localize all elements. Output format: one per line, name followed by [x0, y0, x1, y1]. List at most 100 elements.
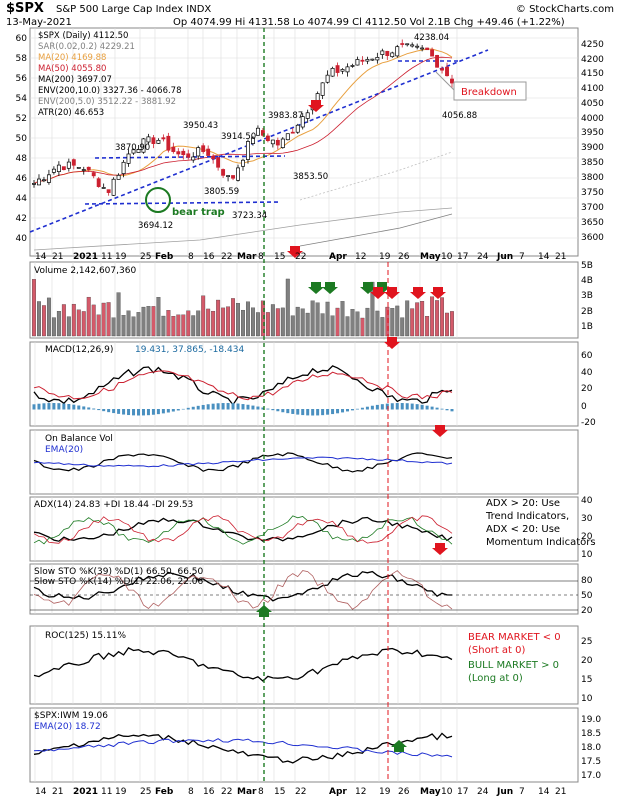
- env5-upper-line: [299, 151, 453, 201]
- rel-ema-label: EMA(20) 18.72: [34, 722, 101, 732]
- candle-body: [445, 66, 449, 77]
- grid-lines: [30, 28, 578, 782]
- candles: [32, 39, 454, 196]
- candle-body: [101, 187, 106, 189]
- macd-tick: 40: [581, 368, 593, 378]
- macd-histogram-bar: [137, 409, 140, 416]
- y-right-tick: 4150: [581, 69, 604, 79]
- ohlc-readout: Op 4074.99 Hi 4131.58 Lo 4074.99 Cl 4112…: [173, 17, 565, 28]
- macd-histogram-bar: [346, 409, 349, 412]
- macd-histogram-bar: [296, 409, 300, 415]
- volume-bar: [450, 311, 454, 337]
- candle-body: [335, 65, 340, 73]
- candle-body: [71, 159, 76, 166]
- ma50-line: [33, 56, 453, 184]
- volume-bar: [91, 304, 96, 337]
- macd-histogram-bar: [266, 408, 270, 410]
- x-tick-bottom: 21: [555, 787, 566, 797]
- candle-body: [350, 65, 355, 67]
- legend-price: $SPX (Daily) 4112.50: [38, 31, 128, 41]
- macd-histogram-bar: [360, 407, 364, 410]
- candle-body: [395, 46, 400, 57]
- candle-body: [216, 157, 221, 168]
- x-tick-bottom: 19: [115, 787, 127, 797]
- candle-body: [51, 168, 56, 173]
- macd-histogram-bar: [370, 405, 374, 410]
- macd-histogram-bar: [186, 407, 190, 410]
- macd-histogram-bar: [231, 403, 235, 410]
- roc-panel-frame: [29, 625, 579, 705]
- volume-bar: [340, 301, 345, 337]
- sto-tick: 80: [581, 576, 593, 586]
- obv-ema-label: EMA(20): [45, 445, 83, 455]
- x-tick-top: 22: [295, 252, 306, 262]
- roc-label: ROC(125) 15.11%: [45, 631, 126, 641]
- x-tick-top: 11: [101, 252, 112, 262]
- candle-body: [186, 153, 191, 158]
- macd-histogram-bar: [32, 404, 36, 410]
- macd-histogram-bar: [211, 403, 215, 410]
- y-right-tick: 3750: [581, 188, 604, 198]
- candle-body: [385, 50, 390, 56]
- breakdown-label: Breakdown: [461, 87, 517, 98]
- candle-body: [305, 112, 310, 119]
- macd-panel-frame: [29, 341, 579, 427]
- buy-arrow: [322, 282, 338, 294]
- macd-histogram-bar: [176, 409, 180, 411]
- buy-arrow: [391, 740, 407, 752]
- x-tick-bottom: 21: [52, 787, 63, 797]
- macd-histogram-bar: [331, 409, 335, 415]
- macd-histogram-bar: [336, 409, 340, 414]
- volume-bar: [385, 306, 390, 337]
- high-label-3983: 3983.87: [268, 111, 303, 121]
- x-tick-top: 17: [457, 252, 468, 262]
- macd-histogram-bar: [256, 406, 260, 410]
- y-right-tick: 4050: [581, 99, 604, 109]
- macd-histogram-bar: [316, 409, 320, 416]
- x-tick-top: 21: [555, 252, 566, 262]
- macd-histogram-bar: [92, 408, 96, 410]
- env5-lower-line: [33, 207, 453, 251]
- price-axis-left: 60 58 56 54 52 50 48 46 44 42 40: [16, 34, 28, 244]
- legend-env5: ENV(200,5.0) 3512.22 - 3881.92: [38, 97, 176, 107]
- x-tick-bottom: 10: [441, 787, 453, 797]
- candle-body: [450, 78, 454, 84]
- macd-histogram-bar: [122, 409, 126, 415]
- macd-histogram-bar: [390, 403, 394, 410]
- x-tick-bottom: 2021: [73, 787, 98, 797]
- volume-bar: [42, 305, 46, 337]
- macd-histogram-bar: [156, 409, 160, 415]
- legend-ma20: MA(20) 4169.88: [38, 53, 106, 63]
- candle-body: [106, 189, 111, 193]
- volume-bar: [106, 302, 111, 337]
- volume-bar: [71, 303, 76, 337]
- volume-bar: [435, 300, 440, 337]
- macd-histogram-bar: [271, 409, 275, 411]
- vol-tick: 3B: [581, 291, 593, 301]
- volume-bar: [425, 316, 430, 337]
- candle-body: [415, 45, 420, 48]
- obv-panel-frame: [29, 429, 579, 495]
- candle-body: [76, 167, 81, 169]
- y-left-tick: 40: [16, 234, 28, 244]
- candle-body: [201, 145, 206, 152]
- candle-body: [111, 178, 116, 196]
- candle-body: [61, 166, 66, 171]
- down-arrow: [432, 543, 448, 555]
- y-left-tick: 50: [16, 134, 28, 144]
- candle-body: [191, 156, 196, 161]
- blue-support-line: [84, 201, 281, 205]
- volume-bar: [395, 305, 400, 337]
- y-right-tick: 3650: [581, 218, 604, 228]
- macd-histogram-bar: [365, 406, 369, 410]
- volume-bar: [290, 315, 295, 337]
- high-label-4238: 4238.04: [414, 33, 449, 43]
- volume-bar: [231, 298, 235, 337]
- x-tick-bottom: 25: [140, 787, 151, 797]
- macd-histogram-bar: [375, 404, 379, 410]
- candle-body: [206, 148, 211, 156]
- adx-line: [33, 516, 453, 542]
- volume-bar: [111, 317, 116, 337]
- index-name: S&P 500 Large Cap Index INDX: [56, 4, 211, 15]
